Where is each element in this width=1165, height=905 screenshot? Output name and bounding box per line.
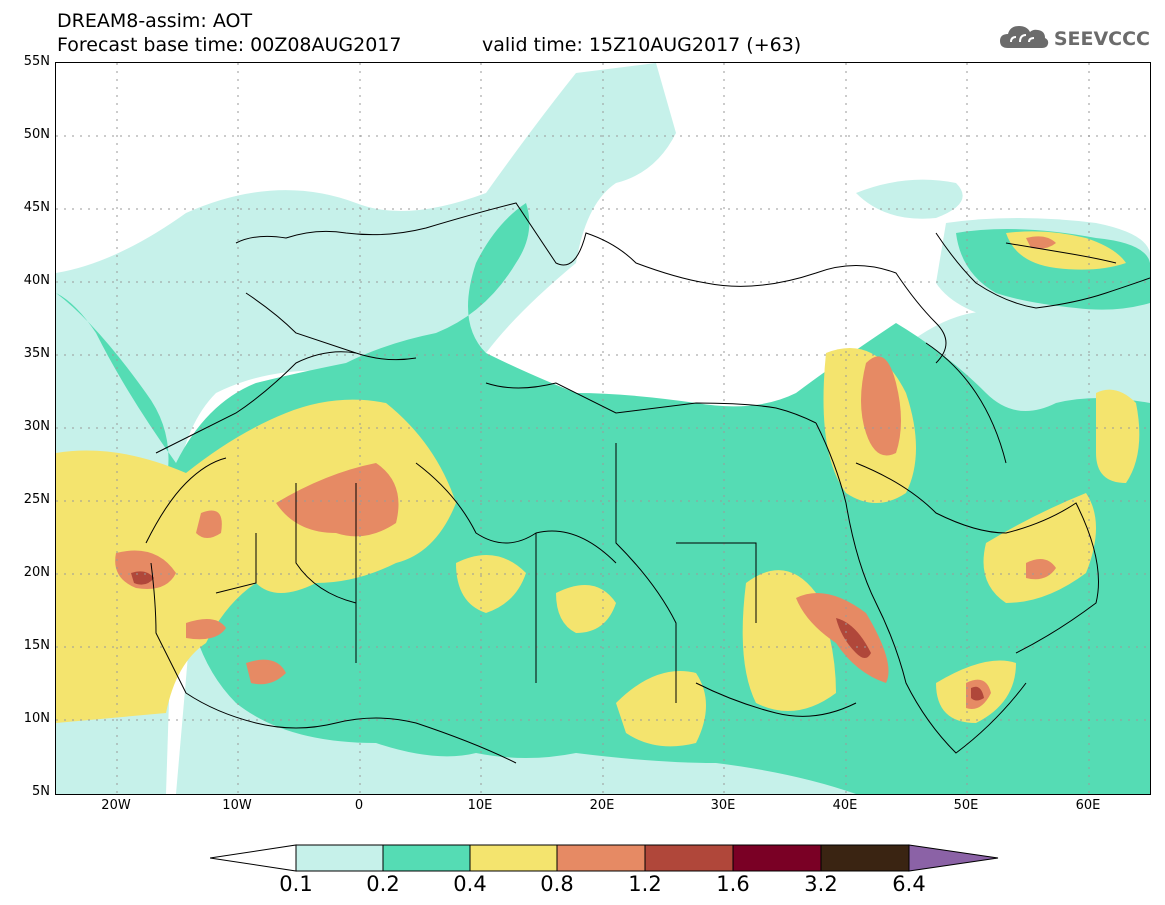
colorbar-label-1-6: 1.6 — [716, 872, 750, 896]
aot-forecast-map — [55, 62, 1151, 795]
title-valid-time: valid time: 15Z10AUG2017 (+63) — [482, 34, 802, 56]
colorbar-label-0-1: 0.1 — [279, 872, 313, 896]
lon-label-0: 0 — [354, 798, 364, 813]
colorbar-bin-0-8 — [556, 844, 646, 872]
lon-label-60e: 60E — [1075, 798, 1101, 813]
lat-label-10n: 10N — [23, 711, 50, 726]
lon-label-10e: 10E — [467, 798, 493, 813]
coastlines — [145, 202, 1150, 764]
colorbar-bin-0-2 — [382, 844, 471, 872]
colorbar-label-6-4: 6.4 — [892, 872, 926, 896]
aot-field-1-2 — [131, 571, 984, 701]
title-base-time: Forecast base time: 00Z08AUG2017 — [57, 34, 402, 56]
map-canvas — [56, 63, 1150, 794]
lat-label-40n: 40N — [23, 273, 50, 288]
colorbar-label-0-4: 0.4 — [453, 872, 487, 896]
colorbar-label-3-2: 3.2 — [804, 872, 838, 896]
logo-text: SEEVCCC — [1053, 28, 1150, 50]
lat-label-20n: 20N — [23, 565, 50, 580]
lon-label-30e: 30E — [710, 798, 736, 813]
colorbar-label-0-8: 0.8 — [540, 872, 574, 896]
graticule — [56, 63, 1150, 794]
colorbar-bin-0-4 — [469, 844, 558, 872]
lon-label-40e: 40E — [832, 798, 858, 813]
aot-colorbar — [209, 843, 1000, 873]
seevccc-logo: SEEVCCC — [998, 23, 1150, 55]
colorbar-bin-0-1 — [295, 844, 384, 872]
lat-label-35n: 35N — [23, 346, 50, 361]
colorbar-above-6-4 — [908, 844, 999, 872]
colorbar-bin-1-6 — [732, 844, 822, 872]
lat-label-45n: 45N — [23, 200, 50, 215]
lat-label-50n: 50N — [23, 127, 50, 142]
lon-label-20w: 20W — [101, 798, 131, 813]
lat-label-25n: 25N — [23, 492, 50, 507]
cloud-icon — [998, 22, 1050, 56]
colorbar-bin-1-2 — [644, 844, 734, 872]
lat-label-5n: 5N — [32, 784, 50, 799]
colorbar-bin-3-2 — [820, 844, 910, 872]
aot-field-0-8 — [115, 236, 1056, 709]
lon-label-10w: 10W — [222, 798, 252, 813]
lat-label-55n: 55N — [23, 54, 50, 69]
lon-label-20e: 20E — [589, 798, 615, 813]
colorbar-label-0-2: 0.2 — [366, 872, 400, 896]
colorbar-below-0-1 — [209, 844, 297, 872]
title-model-variable: DREAM8-assim: AOT — [57, 10, 253, 32]
colorbar-label-1-2: 1.2 — [628, 872, 662, 896]
lat-label-30n: 30N — [23, 419, 50, 434]
lon-label-50e: 50E — [953, 798, 979, 813]
lat-label-15n: 15N — [23, 638, 50, 653]
